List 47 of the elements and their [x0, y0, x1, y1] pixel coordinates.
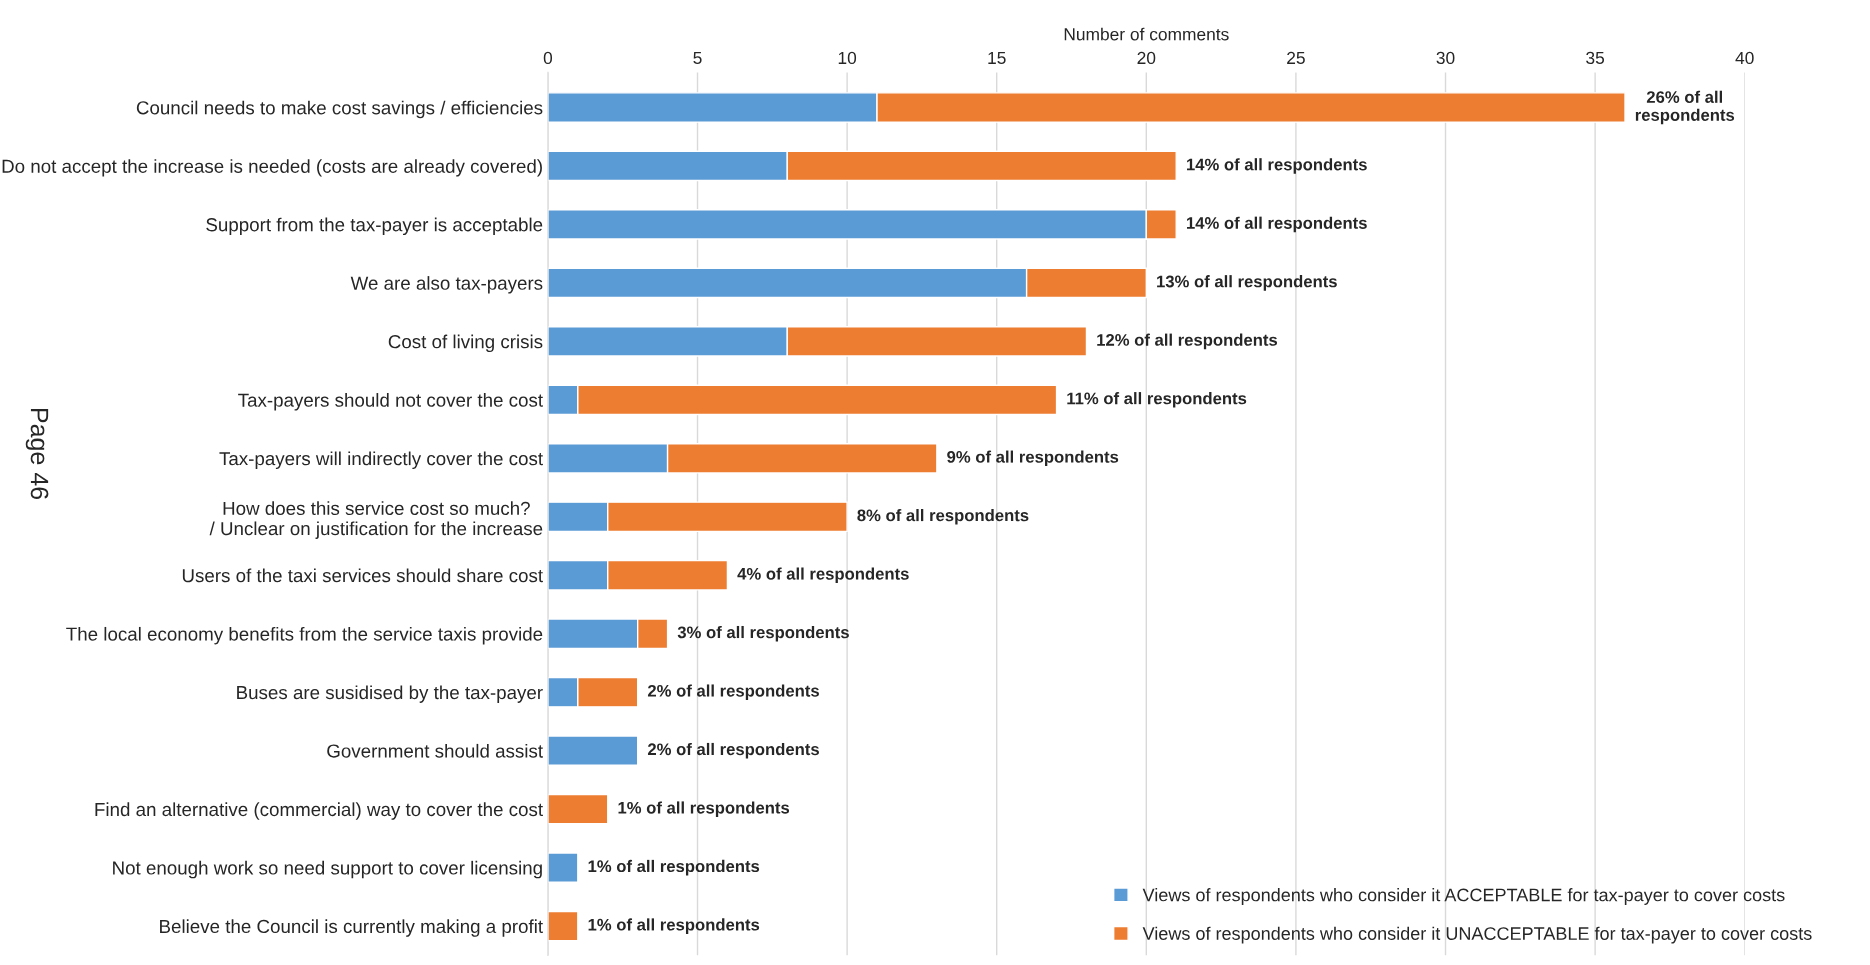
legend-label: Views of respondents who consider it ACCEPTABLE for tax-payer to cover costs: [1142, 888, 1785, 905]
annotation: 1% of all respondents: [588, 859, 760, 876]
y-tick-label: Support from the tax-payer is acceptable: [206, 217, 543, 236]
x-tick-label: 0: [543, 51, 553, 65]
x-tick-label: 25: [1287, 51, 1305, 65]
annotation: 3% of all respondents: [677, 625, 849, 642]
x-tick-label: 15: [988, 51, 1006, 65]
y-tick-label: Tax-payers will indirectly cover the cost: [219, 451, 543, 469]
annotation: 4% of all respondents: [737, 567, 909, 584]
annotation: 11% of all respondents: [1067, 392, 1247, 408]
bar: [547, 735, 639, 767]
annotation: 2% of all respondents: [647, 742, 819, 759]
x-axis-title: Number of comments: [1064, 27, 1229, 41]
x-tick-label: 35: [1586, 51, 1605, 65]
x-tick-label: 20: [1137, 51, 1156, 65]
y-tick-label: Do not accept the increase is needed (costs are already covered): [2, 159, 542, 177]
bar: [547, 852, 579, 883]
y-tick-label: We are also tax-payers: [350, 276, 543, 294]
annotation: 9% of all respondents: [947, 450, 1119, 467]
y-tick-label: Believe the Council is currently making a profit: [160, 919, 543, 937]
annotation: 14% of all respondents: [1187, 216, 1367, 233]
x-tick-label: 10: [838, 51, 857, 65]
annotation: 1% of all respondents: [588, 918, 760, 934]
y-tick-label: Council needs to make cost savings / efficiencies: [136, 100, 543, 119]
x-tick-label: 30: [1436, 51, 1455, 65]
x-tick-label: 40: [1735, 51, 1754, 65]
annotation: 14% of all respondents: [1187, 158, 1367, 174]
bar: [547, 793, 609, 825]
y-tick-label: Find an alternative (commercial) way to cover the cost: [95, 802, 543, 820]
y-tick-label: How does this service cost so much? / Unclear on justification for the increase: [209, 501, 543, 539]
annotation: 13% of all respondents: [1157, 275, 1337, 291]
bar: [547, 910, 579, 942]
annotation: 12% of all respondents: [1097, 333, 1278, 350]
legend-label: Views of respondents who consider it UNACCEPTABLE for tax-payer to cover costs: [1142, 926, 1812, 944]
text: Page 46: [25, 409, 49, 500]
y-tick-label: Buses are susidised by the tax-payer: [237, 685, 543, 703]
y-tick-label: Government should assist: [327, 743, 543, 758]
y-tick-label: Cost of living crisis: [388, 334, 543, 353]
annotation: 26% of all respondents: [1635, 90, 1735, 125]
x-tick-label: 5: [693, 51, 702, 65]
y-tick-label: Not enough work so need support to cover licensing: [113, 860, 542, 879]
y-tick-label: Tax-payers should not cover the cost: [238, 393, 543, 411]
annotation: 8% of all respondents: [857, 509, 1029, 525]
y-tick-label: The local economy benefits from the service taxis provide: [66, 626, 543, 645]
annotation: 1% of all respondents: [618, 801, 790, 817]
annotation: 2% of all respondents: [647, 684, 819, 700]
y-tick-label: Users of the taxi services should share cost: [182, 568, 543, 583]
